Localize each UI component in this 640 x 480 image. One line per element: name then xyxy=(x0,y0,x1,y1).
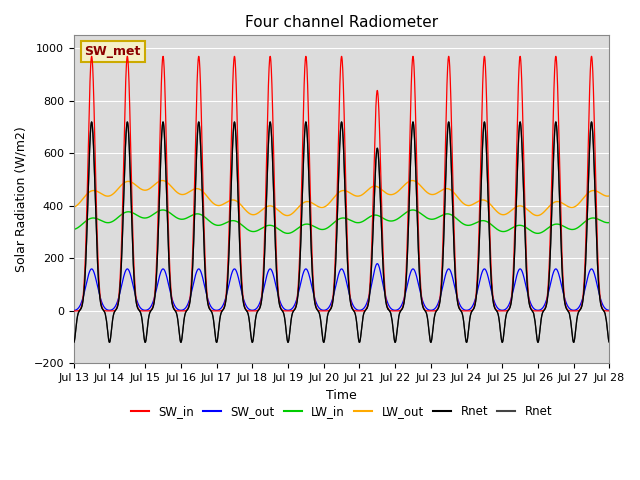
Rnet xyxy=(70,339,77,345)
SW_in xyxy=(88,53,95,59)
Rnet xyxy=(461,334,469,340)
LW_out xyxy=(461,202,469,208)
SW_out xyxy=(461,307,469,313)
Rnet xyxy=(477,206,484,212)
LW_in xyxy=(577,223,584,228)
Rnet xyxy=(577,307,584,312)
LW_in xyxy=(159,207,166,213)
Rnet xyxy=(461,334,469,340)
LW_in xyxy=(252,228,260,234)
SW_out xyxy=(323,306,331,312)
LW_out xyxy=(252,211,260,217)
Line: Rnet: Rnet xyxy=(74,122,609,342)
Y-axis label: Solar Radiation (W/m2): Solar Radiation (W/m2) xyxy=(15,127,28,272)
LW_out xyxy=(324,202,332,208)
LW_out xyxy=(284,213,291,218)
Rnet xyxy=(323,314,331,320)
LW_in xyxy=(284,230,292,236)
LW_in xyxy=(477,218,484,224)
Rnet xyxy=(70,339,77,345)
SW_out xyxy=(373,261,381,266)
SW_in xyxy=(252,308,260,314)
Rnet xyxy=(583,226,591,232)
Rnet xyxy=(323,314,331,320)
LW_in xyxy=(605,220,613,226)
LW_in xyxy=(583,217,591,223)
SW_in xyxy=(70,308,77,314)
SW_out xyxy=(605,307,613,313)
Rnet xyxy=(252,314,260,320)
SW_out xyxy=(252,306,260,312)
X-axis label: Time: Time xyxy=(326,389,357,402)
LW_out xyxy=(70,204,77,210)
Rnet xyxy=(88,119,95,125)
SW_out xyxy=(477,275,484,281)
Rnet xyxy=(583,226,591,232)
LW_out xyxy=(577,199,584,204)
SW_in xyxy=(477,170,484,176)
LW_in xyxy=(461,222,469,228)
LW_in xyxy=(70,227,77,232)
SW_out xyxy=(583,278,591,284)
Rnet xyxy=(88,119,95,125)
LW_in xyxy=(324,225,332,231)
LW_out xyxy=(583,191,591,197)
Legend: SW_in, SW_out, LW_in, LW_out, Rnet, Rnet: SW_in, SW_out, LW_in, LW_out, Rnet, Rnet xyxy=(126,401,557,423)
LW_out xyxy=(477,197,484,203)
SW_in xyxy=(605,308,613,314)
Text: SW_met: SW_met xyxy=(84,45,141,58)
Rnet xyxy=(577,307,584,312)
Title: Four channel Radiometer: Four channel Radiometer xyxy=(245,15,438,30)
SW_in xyxy=(461,308,469,314)
SW_out xyxy=(70,308,77,313)
Line: SW_out: SW_out xyxy=(74,264,609,311)
SW_out xyxy=(577,302,584,308)
Line: Rnet: Rnet xyxy=(74,122,609,342)
LW_out xyxy=(159,178,166,183)
Rnet xyxy=(605,339,613,345)
SW_in xyxy=(577,306,584,312)
Rnet xyxy=(605,339,613,345)
Line: LW_out: LW_out xyxy=(74,180,609,216)
SW_in xyxy=(583,198,591,204)
SW_in xyxy=(323,308,331,314)
LW_out xyxy=(605,193,613,199)
Line: SW_in: SW_in xyxy=(74,56,609,311)
Line: LW_in: LW_in xyxy=(74,210,609,233)
Rnet xyxy=(477,206,484,212)
Rnet xyxy=(252,314,260,320)
